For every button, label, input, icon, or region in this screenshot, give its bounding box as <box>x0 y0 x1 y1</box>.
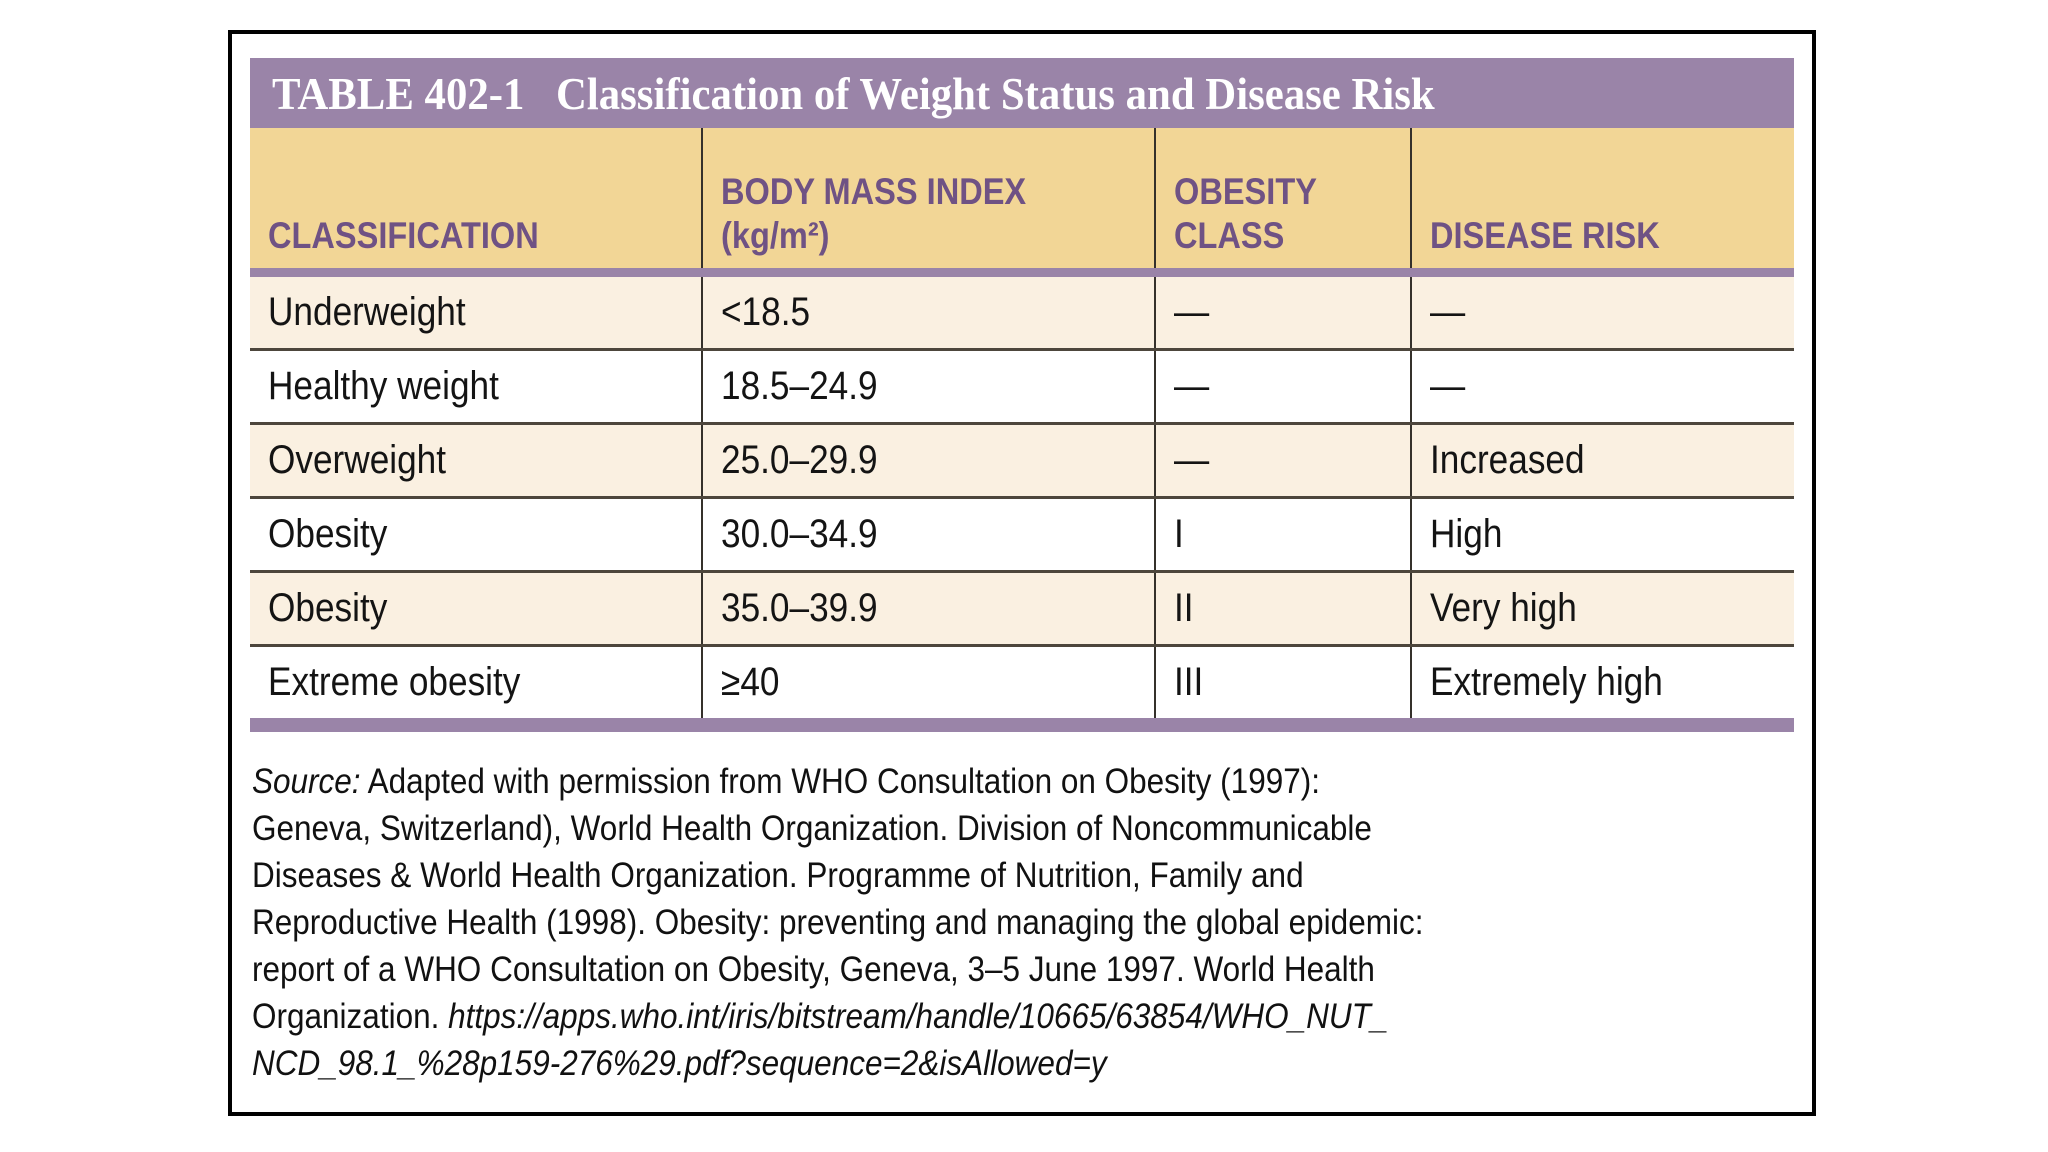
header-row: CLASSIFICATION BODY MASS INDEX (kg/m²) O… <box>250 128 1794 277</box>
column-header-obesity-class: OBESITY CLASS <box>1153 128 1412 277</box>
cell-classification: Obesity <box>250 496 703 572</box>
table-row: Obesity 30.0–34.9 I High <box>250 496 1794 572</box>
cell-disease-risk: — <box>1410 348 1794 424</box>
source-line: Reproductive Health (1998). Obesity: pre… <box>252 903 1424 942</box>
cell-classification: Healthy weight <box>250 348 703 424</box>
column-header-disease-risk: DISEASE RISK <box>1410 128 1794 277</box>
table-bottom-rule <box>250 718 1794 732</box>
cell-disease-risk: Very high <box>1410 570 1794 646</box>
cell-bmi: 30.0–34.9 <box>701 496 1155 572</box>
cell-bmi: ≥40 <box>701 644 1155 718</box>
cell-obesity-class: — <box>1153 422 1412 498</box>
column-header-classification: CLASSIFICATION <box>250 128 703 277</box>
cell-classification: Overweight <box>250 422 703 498</box>
table-title-bar: TABLE 402-1 Classification of Weight Stat… <box>250 58 1794 128</box>
table-row: Underweight <18.5 — — <box>250 272 1794 350</box>
cell-disease-risk: — <box>1410 272 1794 350</box>
cell-obesity-class: — <box>1153 272 1412 350</box>
source-note: Source: Adapted with permission from WHO… <box>250 758 1794 1087</box>
classification-table: CLASSIFICATION BODY MASS INDEX (kg/m²) O… <box>250 128 1794 718</box>
cell-obesity-class: I <box>1153 496 1412 572</box>
cell-bmi: 35.0–39.9 <box>701 570 1155 646</box>
source-line: Source: Adapted with permission from WHO… <box>252 762 1321 801</box>
cell-bmi: <18.5 <box>701 272 1155 350</box>
table-row: Extreme obesity ≥40 III Extremely high <box>250 644 1794 718</box>
cell-obesity-class: III <box>1153 644 1412 718</box>
cell-bmi: 25.0–29.9 <box>701 422 1155 498</box>
table-title: TABLE 402-1 Classification of Weight Stat… <box>272 67 1435 120</box>
cell-bmi: 18.5–24.9 <box>701 348 1155 424</box>
table-row: Healthy weight 18.5–24.9 — — <box>250 348 1794 424</box>
cell-classification: Underweight <box>250 272 703 350</box>
source-line: Organization. https://apps.who.int/iris/… <box>252 997 1389 1036</box>
source-line: report of a WHO Consultation on Obesity,… <box>252 950 1375 989</box>
source-line: Diseases & World Health Organization. Pr… <box>252 856 1304 895</box>
cell-disease-risk: High <box>1410 496 1794 572</box>
table-number: TABLE 402-1 <box>272 67 525 119</box>
source-url: NCD_98.1_%28p159-276%29.pdf?sequence=2&i… <box>252 1044 1107 1083</box>
source-label: Source: <box>252 762 361 801</box>
table-row: Obesity 35.0–39.9 II Very high <box>250 570 1794 646</box>
cell-classification: Extreme obesity <box>250 644 703 718</box>
table-row: Overweight 25.0–29.9 — Increased <box>250 422 1794 498</box>
cell-obesity-class: — <box>1153 348 1412 424</box>
cell-disease-risk: Extremely high <box>1410 644 1794 718</box>
cell-obesity-class: II <box>1153 570 1412 646</box>
column-header-bmi: BODY MASS INDEX (kg/m²) <box>701 128 1155 277</box>
figure-frame: TABLE 402-1 Classification of Weight Stat… <box>228 30 1816 1116</box>
cell-classification: Obesity <box>250 570 703 646</box>
source-line: Geneva, Switzerland), World Health Organ… <box>252 809 1372 848</box>
source-line: NCD_98.1_%28p159-276%29.pdf?sequence=2&i… <box>252 1040 1640 1087</box>
table-title-text: Classification of Weight Status and Dise… <box>555 67 1435 119</box>
source-url: https://apps.who.int/iris/bitstream/hand… <box>448 997 1389 1036</box>
cell-disease-risk: Increased <box>1410 422 1794 498</box>
